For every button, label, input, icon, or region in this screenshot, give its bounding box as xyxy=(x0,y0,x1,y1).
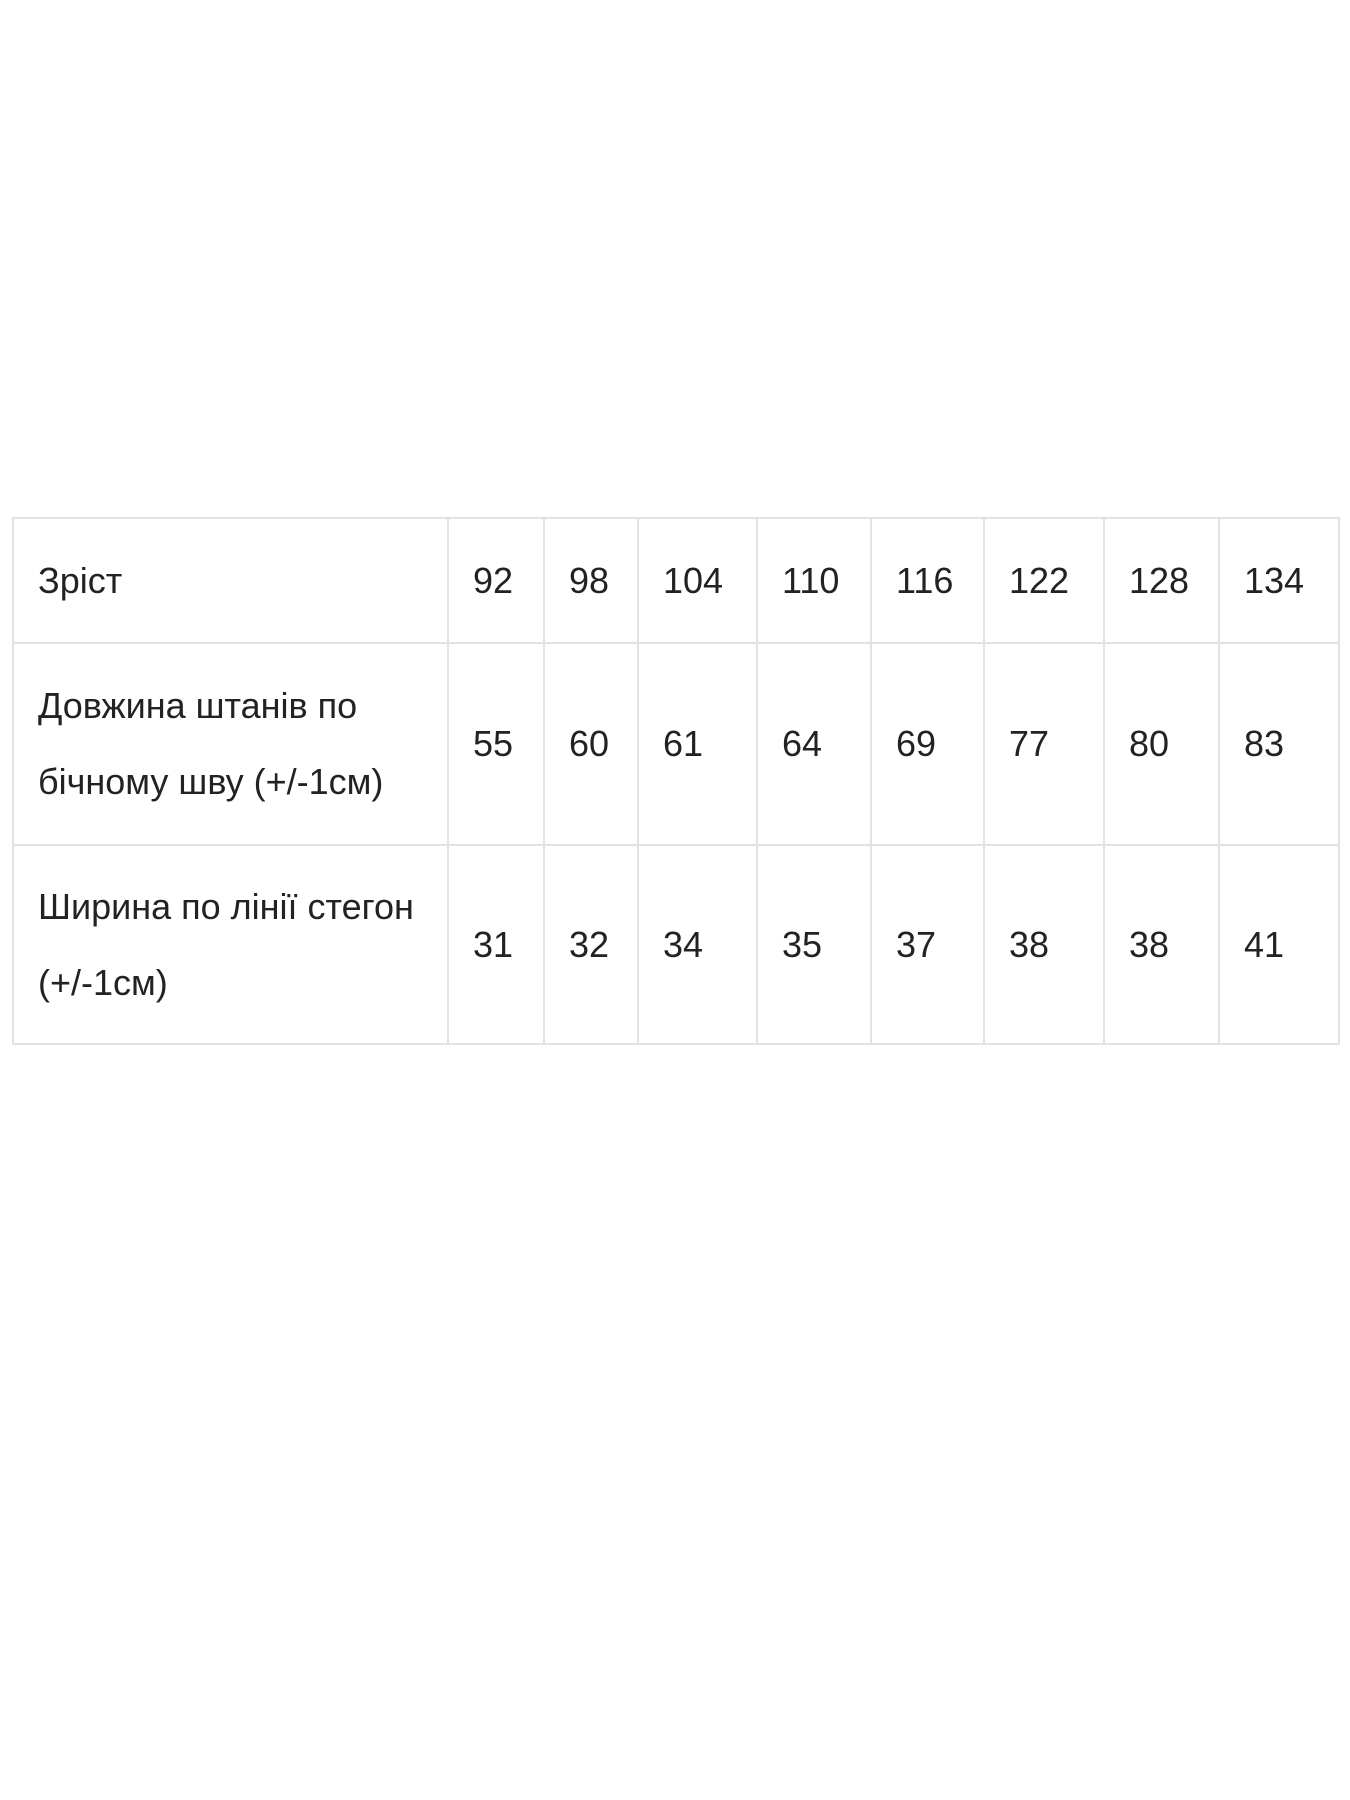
table-row-height: Зріст 92 98 104 110 116 122 128 134 xyxy=(12,517,1340,644)
table-cell: 128 xyxy=(1103,517,1220,644)
table-row-hip-width: Ширина по лінії стегон (+/-1см) 31 32 34 35 3… xyxy=(12,844,1340,1045)
table-cell: 32 xyxy=(543,844,639,1045)
table-cell: 38 xyxy=(983,844,1105,1045)
table-cell: 38 xyxy=(1103,844,1220,1045)
table-row-pants-length: Довжина штанів по бічному шву (+/-1см) 55… xyxy=(12,642,1340,846)
table-cell: 122 xyxy=(983,517,1105,644)
table-cell: 83 xyxy=(1218,642,1340,846)
table-cell: 60 xyxy=(543,642,639,846)
table-cell: 92 xyxy=(447,517,545,644)
table-cell: 41 xyxy=(1218,844,1340,1045)
table-cell: 98 xyxy=(543,517,639,644)
table-cell: 55 xyxy=(447,642,545,846)
table-cell: 61 xyxy=(637,642,758,846)
table-cell: 69 xyxy=(870,642,985,846)
size-table: Зріст 92 98 104 110 116 122 128 134 Довжина штані… xyxy=(12,517,1340,1045)
table-cell: 134 xyxy=(1218,517,1340,644)
table-cell: 80 xyxy=(1103,642,1220,846)
table-cell: 37 xyxy=(870,844,985,1045)
row-label: Довжина штанів по бічному шву (+/-1см) xyxy=(12,642,449,846)
table-cell: 116 xyxy=(870,517,985,644)
row-label: Зріст xyxy=(12,517,449,644)
table-cell: 34 xyxy=(637,844,758,1045)
table-cell: 104 xyxy=(637,517,758,644)
table-cell: 77 xyxy=(983,642,1105,846)
table-cell: 110 xyxy=(756,517,872,644)
table-cell: 31 xyxy=(447,844,545,1045)
table-cell: 35 xyxy=(756,844,872,1045)
table-cell: 64 xyxy=(756,642,872,846)
row-label: Ширина по лінії стегон (+/-1см) xyxy=(12,844,449,1045)
